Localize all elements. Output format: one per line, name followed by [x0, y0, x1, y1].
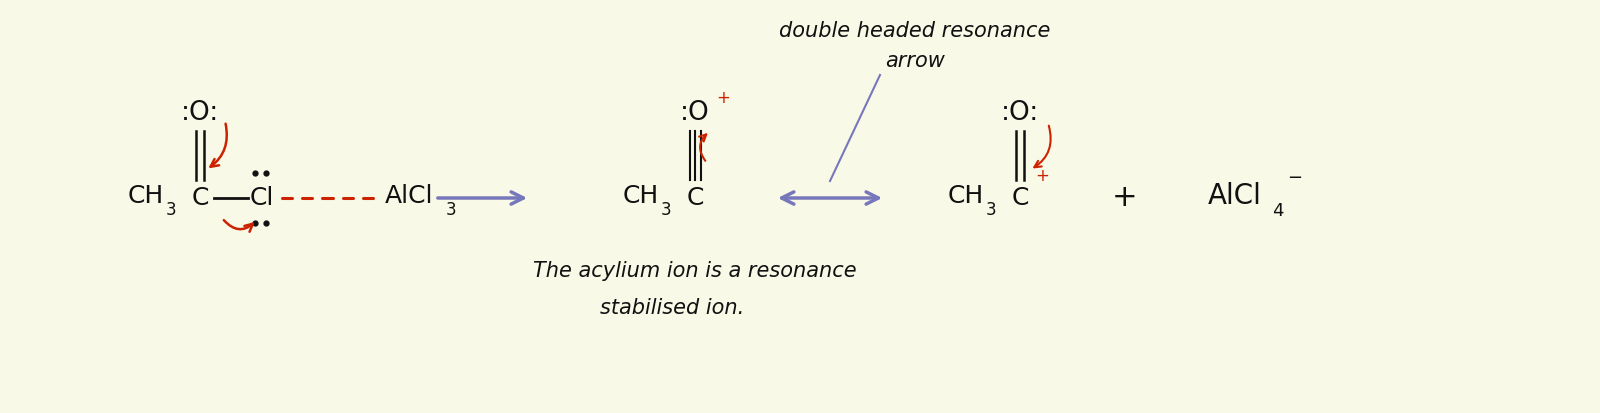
Text: Cl: Cl	[250, 186, 274, 210]
Text: :O:: :O:	[1002, 100, 1038, 126]
Text: CH: CH	[128, 184, 165, 208]
Text: AlCl: AlCl	[384, 184, 434, 208]
Text: +: +	[1112, 183, 1138, 213]
Text: 3: 3	[446, 201, 456, 219]
Text: C: C	[192, 186, 208, 210]
Text: CH: CH	[622, 184, 659, 208]
Text: +: +	[717, 89, 730, 107]
Text: double headed resonance: double headed resonance	[779, 21, 1051, 41]
Text: The acylium ion is a resonance: The acylium ion is a resonance	[533, 261, 858, 281]
Text: 3: 3	[986, 201, 997, 219]
Text: 4: 4	[1272, 202, 1283, 220]
Text: stabilised ion.: stabilised ion.	[600, 298, 744, 318]
Text: −: −	[1288, 169, 1302, 187]
Text: :O: :O	[680, 100, 710, 126]
Text: 3: 3	[661, 201, 672, 219]
Text: :O:: :O:	[181, 100, 219, 126]
Text: +: +	[1035, 167, 1050, 185]
Text: CH: CH	[947, 184, 984, 208]
Text: 3: 3	[166, 201, 176, 219]
Text: C: C	[1011, 186, 1029, 210]
Text: arrow: arrow	[885, 51, 946, 71]
Text: AlCl: AlCl	[1208, 182, 1262, 210]
Text: C: C	[686, 186, 704, 210]
